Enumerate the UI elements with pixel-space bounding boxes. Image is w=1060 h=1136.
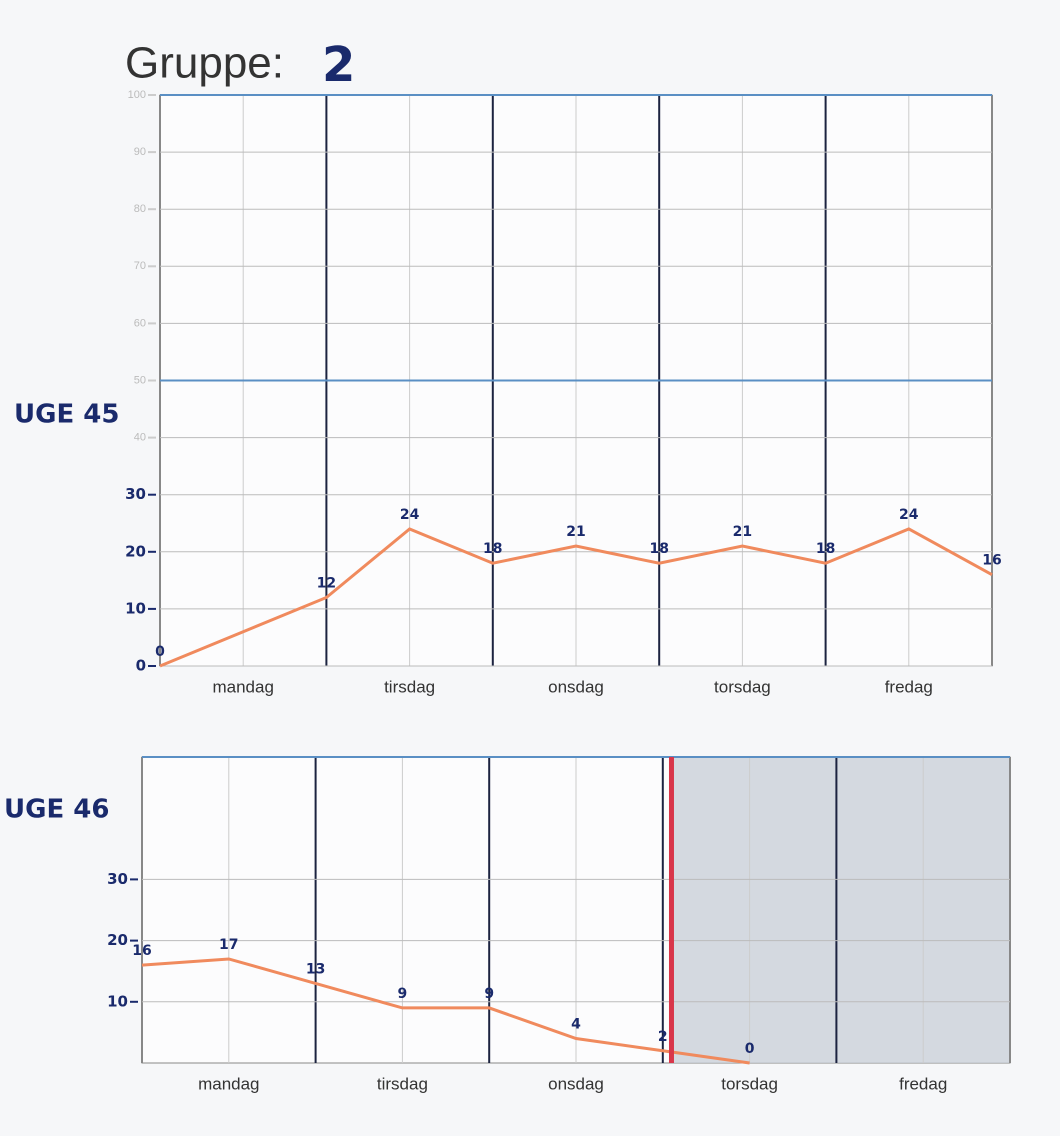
y-tick-label: 40 [134, 432, 146, 444]
x-tick-label: fredag [899, 1074, 947, 1093]
x-tick-label: mandag [212, 677, 273, 696]
y-tick-label: 60 [134, 317, 146, 329]
y-tick-label: 20 [125, 542, 146, 560]
data-label: 12 [317, 575, 336, 591]
data-label: 2 [658, 1029, 668, 1045]
y-tick-label: 70 [134, 260, 146, 272]
group-number: 2 [322, 37, 355, 93]
series-line [141, 957, 750, 1065]
x-tick-label: tirsdag [377, 1074, 428, 1093]
page-title: Gruppe: [125, 39, 284, 88]
data-label: 17 [219, 937, 238, 953]
x-tick-label: onsdag [548, 677, 604, 696]
y-tick-label: 10 [125, 599, 146, 617]
x-tick-label: mandag [198, 1074, 259, 1093]
y-tick-label: 90 [134, 146, 146, 158]
x-tick-label: tirsdag [384, 677, 435, 696]
y-tick-label: 0 [136, 657, 146, 675]
x-tick-label: fredag [885, 677, 933, 696]
y-tick-label: 10 [107, 992, 128, 1010]
data-label: 13 [306, 961, 325, 977]
data-label: 24 [400, 507, 420, 523]
y-tick-label: 20 [107, 931, 128, 949]
data-label: 0 [745, 1041, 755, 1057]
data-label: 18 [649, 541, 668, 557]
x-tick-label: onsdag [548, 1074, 604, 1093]
data-label: 21 [566, 524, 585, 540]
y-tick-label: 100 [128, 89, 146, 101]
x-tick-label: torsdag [714, 677, 771, 696]
chart-title: UGE 46 [4, 795, 109, 825]
data-label: 18 [483, 541, 502, 557]
data-label: 0 [155, 644, 165, 660]
data-label: 24 [899, 507, 919, 523]
series-line [159, 527, 993, 668]
y-tick-label: 80 [134, 203, 146, 215]
data-label: 4 [571, 1017, 581, 1033]
data-label: 16 [132, 943, 151, 959]
data-label: 9 [398, 986, 408, 1002]
data-label: 21 [733, 524, 752, 540]
chart-title: UGE 45 [14, 400, 119, 430]
x-tick-label: torsdag [721, 1074, 778, 1093]
y-tick-label: 50 [134, 374, 146, 386]
data-label: 16 [982, 553, 1001, 569]
y-tick-label: 30 [107, 870, 128, 888]
y-tick-label: 30 [125, 485, 146, 503]
future-shade [671, 757, 1010, 1063]
data-label: 9 [484, 986, 494, 1002]
data-label: 18 [816, 541, 835, 557]
